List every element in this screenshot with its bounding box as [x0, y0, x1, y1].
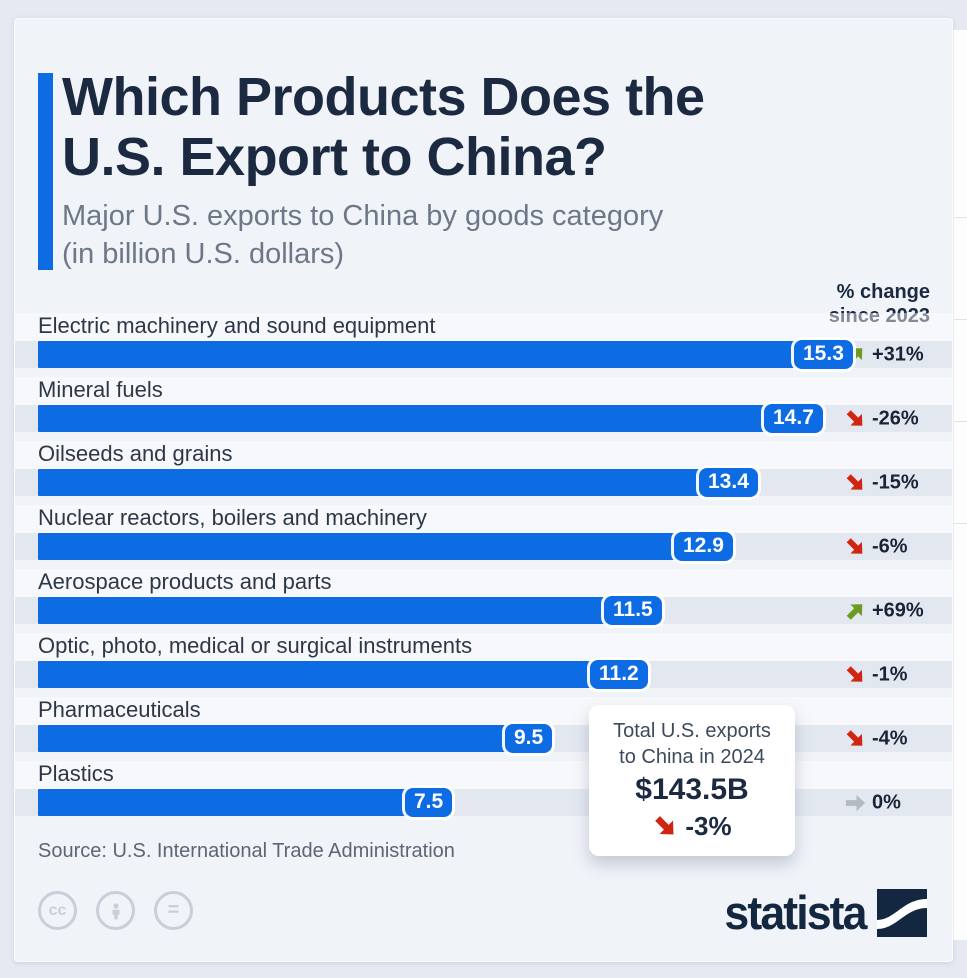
change-indicator: -15% [844, 471, 919, 494]
trend-arrow-icon [844, 791, 867, 814]
bar-track: 11.2 -1% [15, 660, 952, 689]
divider [954, 319, 967, 320]
value-badge: 7.5 [405, 788, 453, 817]
total-exports-callout: Total U.S. exports to China in 2024 $143… [589, 705, 795, 856]
statista-wordmark: statista [724, 886, 868, 939]
title-line-2: U.S. Export to China? [62, 127, 607, 188]
trend-arrow-icon [839, 658, 872, 691]
no-derivatives-icon[interactable]: = [154, 891, 193, 930]
title-line-1: Which Products Does the [62, 67, 705, 127]
bar-track: 12.9 -6% [15, 532, 952, 561]
page-title: Which Products Does the U.S. Export to C… [62, 67, 705, 188]
trend-arrow-icon [839, 722, 872, 755]
statista-logo-icon [877, 888, 927, 937]
change-value: -1% [872, 663, 908, 685]
value-badge: 12.9 [674, 532, 733, 561]
statista-branding[interactable]: statista [717, 885, 927, 940]
category-label: Electric machinery and sound equipment [15, 313, 952, 341]
equals-icon-text: = [167, 899, 180, 921]
callout-line-1: Total U.S. exports [613, 720, 771, 742]
bar-track: 9.5 -4% [15, 724, 952, 753]
change-header-line-1: % change [836, 281, 930, 303]
value-badge: 15.3 [794, 340, 853, 369]
category-label: Plastics [15, 761, 952, 789]
change-value: -4% [872, 727, 908, 749]
infographic-card: Which Products Does the U.S. Export to C… [14, 18, 953, 962]
divider [954, 217, 967, 218]
value-badge: 11.2 [590, 660, 648, 689]
callout-change-indicator: -3% [597, 811, 787, 842]
category-label: Aerospace products and parts [15, 569, 952, 597]
change-indicator: -26% [844, 407, 919, 430]
category-label: Optic, photo, medical or surgical instru… [15, 633, 952, 661]
bar-fill [38, 533, 681, 560]
change-value: -26% [872, 407, 919, 429]
creative-commons-icon[interactable]: cc [38, 891, 77, 930]
bar-track: 13.4 -15% [15, 468, 952, 497]
title-accent-bar [38, 73, 53, 270]
value-badge: 11.5 [604, 596, 662, 625]
bar-fill [38, 469, 706, 496]
value-badge: 9.5 [505, 724, 553, 753]
bar-fill [38, 789, 412, 816]
source-note: Source: U.S. International Trade Adminis… [38, 840, 455, 862]
category-label: Nuclear reactors, boilers and machinery [15, 505, 952, 533]
bar-fill [38, 597, 611, 624]
divider [954, 523, 967, 524]
callout-change-value: -3% [685, 811, 732, 841]
trend-arrow-icon [839, 594, 872, 627]
subtitle-line-1: Major U.S. exports to China by goods cat… [62, 200, 664, 232]
change-value: -6% [872, 535, 908, 557]
change-indicator: 0% [844, 791, 901, 814]
change-value: +69% [872, 599, 924, 621]
trend-arrow-icon [839, 530, 872, 563]
bar-fill [38, 661, 597, 688]
change-indicator: -6% [844, 535, 908, 558]
license-icons: cc = [38, 891, 193, 930]
change-value: 0% [872, 791, 901, 813]
trend-arrow-icon [647, 807, 685, 845]
change-indicator: -1% [844, 663, 908, 686]
bar-track: 15.3 +31% [15, 340, 952, 369]
trend-arrow-icon [839, 402, 872, 435]
bar-track: 14.7 -26% [15, 404, 952, 433]
chart-row: Oilseeds and grains 13.4 -15% [15, 441, 952, 497]
callout-line-2: to China in 2024 [619, 746, 765, 768]
attribution-icon[interactable] [96, 891, 135, 930]
category-label: Oilseeds and grains [15, 441, 952, 469]
chart-row: Aerospace products and parts 11.5 +69% [15, 569, 952, 625]
callout-total-value: $143.5B [635, 773, 749, 806]
change-indicator: +31% [844, 343, 924, 366]
change-indicator: -4% [844, 727, 908, 750]
divider [954, 421, 967, 422]
category-label: Pharmaceuticals [15, 697, 952, 725]
trend-arrow-icon [839, 466, 872, 499]
bar-track: 7.5 0% [15, 788, 952, 817]
page-subtitle: Major U.S. exports to China by goods cat… [62, 197, 663, 274]
change-column-header: % change since 2023 [829, 281, 930, 328]
cc-icon-text: cc [48, 901, 67, 919]
bar-chart: Electric machinery and sound equipment 1… [15, 313, 952, 825]
chart-row: Mineral fuels 14.7 -26% [15, 377, 952, 433]
chart-row: Electric machinery and sound equipment 1… [15, 313, 952, 369]
bar-fill [38, 341, 801, 368]
category-label: Mineral fuels [15, 377, 952, 405]
change-indicator: +69% [844, 599, 924, 622]
chart-row: Pharmaceuticals 9.5 -4% [15, 697, 952, 753]
change-value: +31% [872, 343, 924, 365]
value-badge: 14.7 [764, 404, 823, 433]
chart-row: Nuclear reactors, boilers and machinery … [15, 505, 952, 561]
change-value: -15% [872, 471, 919, 493]
person-icon [112, 902, 119, 919]
chart-row: Optic, photo, medical or surgical instru… [15, 633, 952, 689]
subtitle-line-2: (in billion U.S. dollars) [62, 238, 345, 271]
chart-row: Plastics 7.5 0% [15, 761, 952, 817]
bar-fill [38, 405, 771, 432]
change-header-line-2: since 2023 [828, 304, 930, 327]
value-badge: 13.4 [699, 468, 758, 497]
bar-fill [38, 725, 512, 752]
next-slide-edge[interactable] [953, 30, 967, 940]
bar-track: 11.5 +69% [15, 596, 952, 625]
